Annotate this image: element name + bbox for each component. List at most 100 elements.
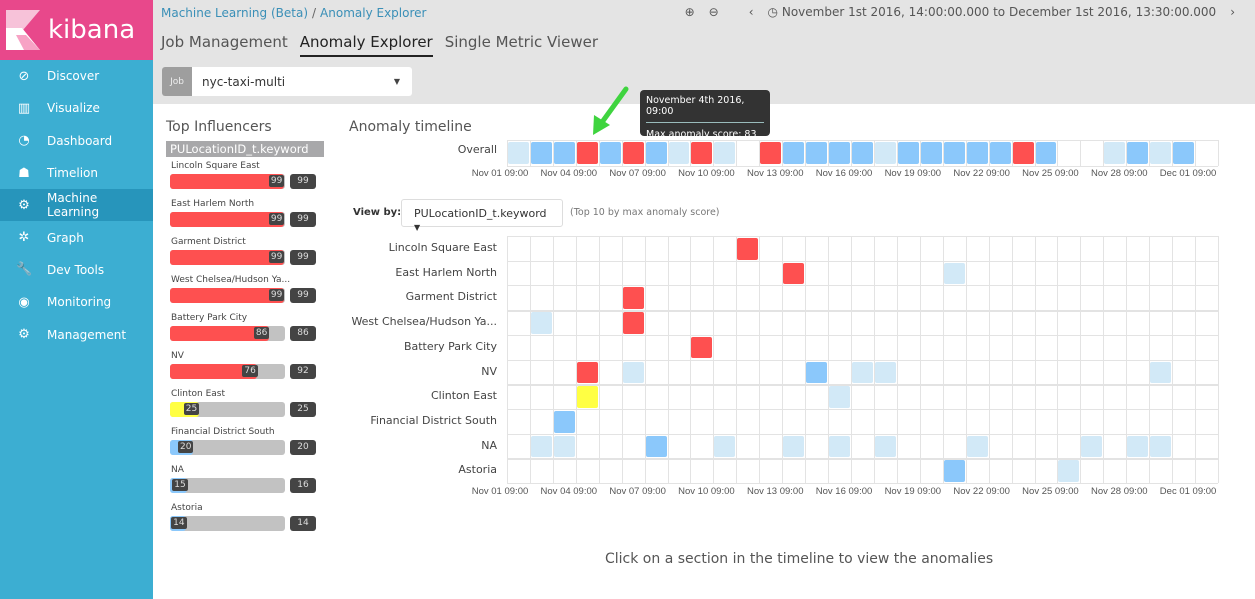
overall-cell[interactable] bbox=[783, 142, 805, 164]
job-label: Job bbox=[162, 67, 192, 96]
swimlane-cell[interactable] bbox=[1058, 460, 1080, 482]
breadcrumb-current[interactable]: Anomaly Explorer bbox=[320, 6, 427, 20]
swimlane-cell[interactable] bbox=[691, 336, 713, 359]
influencer-row[interactable]: Battery Park City 86 86 bbox=[166, 309, 326, 347]
swimlane-cell[interactable] bbox=[1081, 435, 1103, 458]
overall-cell[interactable] bbox=[645, 142, 667, 164]
caret-down-icon: ▼ bbox=[393, 77, 400, 86]
overall-cell[interactable] bbox=[920, 142, 942, 164]
swimlane-cell[interactable] bbox=[530, 435, 552, 458]
overall-cell[interactable] bbox=[897, 142, 919, 164]
swimlane-cell[interactable] bbox=[622, 287, 644, 310]
overall-cell[interactable] bbox=[1150, 142, 1172, 164]
zoom-out-icon[interactable]: ⊖ bbox=[708, 5, 719, 19]
swimlane-cell[interactable] bbox=[1127, 435, 1149, 458]
influencer-row[interactable]: Financial District South 20 20 bbox=[166, 423, 326, 461]
overall-cell[interactable] bbox=[530, 142, 552, 164]
overall-cell[interactable] bbox=[691, 142, 713, 164]
swimlane-cell[interactable] bbox=[852, 361, 873, 384]
sidebar-item-management[interactable]: ⚙ Management bbox=[0, 318, 153, 350]
x-axis-label: Nov 07 09:00 bbox=[609, 486, 666, 497]
sidebar-item-dashboard[interactable]: ◔ Dashboard bbox=[0, 125, 153, 157]
overall-swimlane[interactable] bbox=[507, 140, 1219, 167]
sidebar-item-timelion[interactable]: ☗ Timelion bbox=[0, 157, 153, 189]
overall-cell[interactable] bbox=[668, 142, 690, 164]
overall-cell[interactable] bbox=[1104, 142, 1126, 164]
overall-cell[interactable] bbox=[943, 142, 965, 164]
overall-cell[interactable] bbox=[714, 142, 736, 164]
swimlane-cell[interactable] bbox=[576, 386, 598, 408]
swimlane-cell[interactable] bbox=[622, 312, 644, 334]
influencer-name: East Harlem North bbox=[171, 199, 255, 209]
influencer-row[interactable]: West Chelsea/Hudson Ya... 99 99 bbox=[166, 271, 326, 309]
swimlane-cell[interactable] bbox=[783, 262, 805, 285]
influencer-row[interactable]: Clinton East 25 25 bbox=[166, 385, 326, 423]
swimlane-cell[interactable] bbox=[576, 361, 598, 384]
overall-cell[interactable] bbox=[760, 142, 782, 164]
tab-anomaly-explorer[interactable]: Anomaly Explorer bbox=[299, 33, 433, 57]
overall-cell[interactable] bbox=[508, 142, 529, 164]
x-axis-label: Nov 04 09:00 bbox=[540, 168, 598, 179]
overall-cell[interactable] bbox=[989, 142, 1011, 164]
overall-cell[interactable] bbox=[599, 142, 621, 164]
sidebar-item-monitoring[interactable]: ◉ Monitoring bbox=[0, 286, 153, 318]
influencer-row[interactable]: Lincoln Square East 99 99 bbox=[166, 157, 326, 195]
influencer-total-score: 99 bbox=[290, 212, 316, 227]
swimlane-cell[interactable] bbox=[829, 386, 851, 408]
influencer-row[interactable]: East Harlem North 99 99 bbox=[166, 195, 326, 233]
swimlane-cell[interactable] bbox=[943, 460, 965, 482]
overall-cell[interactable] bbox=[622, 142, 644, 164]
overall-cell[interactable] bbox=[829, 142, 851, 164]
sidebar-item-machine-learning[interactable]: ⚙ Machine Learning bbox=[0, 189, 153, 222]
zoom-in-icon[interactable]: ⊕ bbox=[684, 5, 695, 19]
influencer-swimlane[interactable] bbox=[507, 236, 1219, 484]
chevron-right-icon[interactable]: › bbox=[1230, 5, 1235, 19]
swimlane-cell[interactable] bbox=[714, 435, 736, 458]
sidebar-item-discover[interactable]: ⊘ Discover bbox=[0, 60, 153, 92]
sidebar-item-dev-tools[interactable]: 🔧 Dev Tools bbox=[0, 254, 153, 286]
sidebar-item-visualize[interactable]: ▥ Visualize bbox=[0, 92, 153, 124]
tab-single-metric-viewer[interactable]: Single Metric Viewer bbox=[444, 33, 598, 51]
swimlane-cell[interactable] bbox=[1150, 361, 1172, 384]
overall-cell[interactable] bbox=[1035, 142, 1057, 164]
swimlane-cell[interactable] bbox=[966, 435, 988, 458]
view-by-select[interactable]: PULocationID_t.keyword ▼ bbox=[401, 199, 563, 232]
job-selector[interactable]: Job nyc-taxi-multi ▼ bbox=[162, 67, 412, 96]
swimlane-cell[interactable] bbox=[530, 312, 552, 334]
breadcrumb-ml[interactable]: Machine Learning (Beta) bbox=[161, 6, 308, 20]
influencer-row[interactable]: NA 15 16 bbox=[166, 461, 326, 499]
overall-cell[interactable] bbox=[966, 142, 988, 164]
overall-cell[interactable] bbox=[576, 142, 598, 164]
swimlane-cell[interactable] bbox=[943, 262, 965, 285]
influencer-row[interactable]: Astoria 14 14 bbox=[166, 499, 326, 537]
kibana-logo[interactable]: kibana bbox=[0, 0, 153, 60]
swimlane-cell[interactable] bbox=[874, 435, 896, 458]
grid-line bbox=[1149, 140, 1151, 166]
swimlane-cell[interactable] bbox=[874, 361, 896, 384]
tab-job-management[interactable]: Job Management bbox=[161, 33, 288, 51]
influencer-row[interactable]: Garment District 99 99 bbox=[166, 233, 326, 271]
swimlane-cell[interactable] bbox=[553, 435, 575, 458]
chevron-left-icon[interactable]: ‹ bbox=[748, 5, 754, 19]
overall-cell[interactable] bbox=[1127, 142, 1149, 164]
swimlane-cell[interactable] bbox=[806, 361, 828, 384]
tooltip-date: November 4th 2016, 09:00 bbox=[646, 95, 764, 123]
influencer-row[interactable]: NV 76 92 bbox=[166, 347, 326, 385]
swimlane-cell[interactable] bbox=[622, 361, 644, 384]
view-by-label: View by: bbox=[353, 207, 402, 218]
overall-cell[interactable] bbox=[852, 142, 873, 164]
overall-cell[interactable] bbox=[874, 142, 896, 164]
overall-cell[interactable] bbox=[1173, 142, 1195, 164]
overall-cell[interactable] bbox=[553, 142, 575, 164]
swimlane-cell[interactable] bbox=[553, 410, 575, 433]
sidebar-item-graph[interactable]: ✲ Graph bbox=[0, 221, 153, 253]
time-range-picker[interactable]: ◷ November 1st 2016, 14:00:00.000 to Dec… bbox=[768, 5, 1217, 19]
swimlane-cell[interactable] bbox=[829, 435, 851, 458]
swimlane-cell[interactable] bbox=[1150, 435, 1172, 458]
tooltip-score: Max anomaly score: 83 bbox=[646, 129, 757, 140]
overall-cell[interactable] bbox=[806, 142, 828, 164]
overall-cell[interactable] bbox=[1012, 142, 1034, 164]
swimlane-cell[interactable] bbox=[783, 435, 805, 458]
swimlane-cell[interactable] bbox=[645, 435, 667, 458]
swimlane-cell[interactable] bbox=[737, 238, 759, 260]
